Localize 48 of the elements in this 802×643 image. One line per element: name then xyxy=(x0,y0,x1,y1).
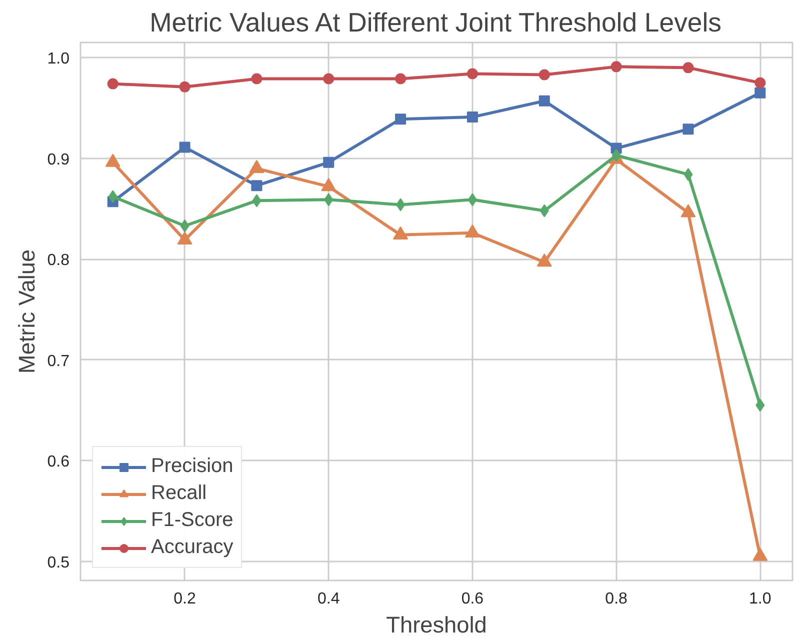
y-tick-label: 0.6 xyxy=(47,454,70,471)
point xyxy=(179,142,190,153)
point xyxy=(251,73,262,84)
point xyxy=(682,62,694,74)
point xyxy=(682,124,694,135)
point xyxy=(396,198,406,212)
point xyxy=(107,78,118,90)
point xyxy=(180,219,190,232)
point xyxy=(323,156,334,168)
point xyxy=(754,87,766,98)
point xyxy=(538,95,550,106)
chart-title: Metric Values At Different Joint Threshold Levels xyxy=(150,8,722,38)
legend-label: F1-Score xyxy=(151,509,234,532)
point xyxy=(756,398,765,412)
point xyxy=(466,68,478,80)
point xyxy=(612,148,621,162)
x-tick-label: 0.6 xyxy=(461,590,484,608)
point xyxy=(323,73,334,84)
point xyxy=(395,114,406,125)
point xyxy=(252,194,262,208)
point xyxy=(468,193,477,206)
point xyxy=(754,77,766,88)
point xyxy=(536,254,552,267)
point xyxy=(466,112,478,123)
legend-label: Precision xyxy=(151,455,234,478)
y-tick-label: 1.0 xyxy=(47,50,70,68)
legend-label: Accuracy xyxy=(151,536,234,559)
y-tick-label: 0.9 xyxy=(47,151,70,168)
point xyxy=(684,168,693,181)
point xyxy=(538,69,550,80)
x-tick-label: 0.4 xyxy=(318,590,340,608)
y-tick-label: 0.5 xyxy=(47,554,70,572)
point xyxy=(324,193,334,206)
y-tick-label: 0.8 xyxy=(47,252,70,270)
x-tick-label: 1.0 xyxy=(749,590,772,608)
x-axis-title: Threshold xyxy=(386,612,487,638)
y-axis-title: Metric Value xyxy=(13,249,40,374)
point xyxy=(540,204,549,218)
point xyxy=(610,61,622,72)
y-tick-label: 0.7 xyxy=(47,352,70,370)
point xyxy=(251,180,262,192)
x-tick-label: 0.2 xyxy=(174,590,196,608)
point xyxy=(395,73,406,84)
legend-label: Recall xyxy=(151,482,207,505)
point xyxy=(179,81,190,92)
point xyxy=(752,548,768,561)
x-tick-label: 0.8 xyxy=(605,590,628,608)
point xyxy=(108,190,118,204)
